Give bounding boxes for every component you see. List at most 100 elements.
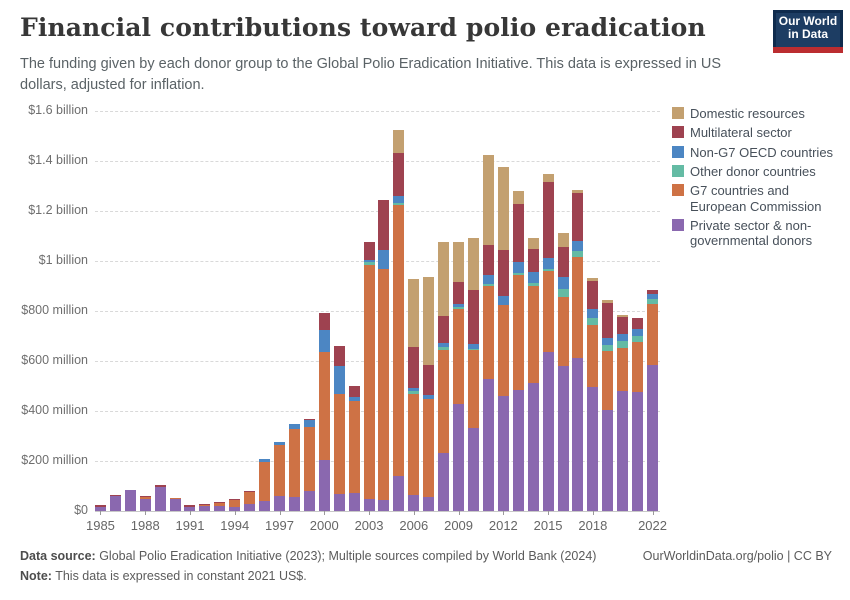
bar-2010-segment[interactable]	[467, 290, 479, 345]
bar-2015-segment[interactable]	[542, 352, 554, 511]
bar-2010-segment[interactable]	[467, 238, 479, 291]
bar-2022-segment[interactable]	[647, 304, 659, 365]
bar-2017-segment[interactable]	[572, 190, 584, 193]
bar-2015-segment[interactable]	[542, 268, 554, 271]
bar-2007-segment[interactable]	[423, 497, 435, 511]
bar-2015-segment[interactable]	[542, 182, 554, 258]
bar-2019-segment[interactable]	[602, 344, 614, 351]
bar-2007-segment[interactable]	[423, 364, 435, 395]
bar-2007-segment[interactable]	[423, 277, 435, 365]
owid-logo[interactable]: Our World in Data	[773, 10, 843, 53]
bar-2004-segment[interactable]	[378, 249, 390, 269]
bar-2021-segment[interactable]	[632, 392, 644, 511]
bar-2017-segment[interactable]	[572, 251, 584, 257]
bar-2017-segment[interactable]	[572, 192, 584, 241]
bar-1992-segment[interactable]	[199, 503, 211, 505]
bar-2002-segment[interactable]	[348, 397, 360, 401]
bar-1986-segment[interactable]	[109, 496, 121, 511]
bar-2019-segment[interactable]	[602, 303, 614, 339]
bar-2012-segment[interactable]	[497, 250, 509, 296]
bar-2000-segment[interactable]	[318, 352, 330, 461]
bar-1991-segment[interactable]	[184, 506, 196, 511]
bar-2018-segment[interactable]	[587, 387, 599, 511]
bar-2008-segment[interactable]	[438, 453, 450, 511]
bar-2001-segment[interactable]	[333, 393, 345, 494]
bar-2020-segment[interactable]	[617, 347, 629, 391]
bar-2003-segment[interactable]	[363, 259, 375, 263]
bar-1996-segment[interactable]	[259, 501, 271, 511]
bar-1998-segment[interactable]	[288, 497, 300, 511]
bar-2008-segment[interactable]	[438, 349, 450, 453]
bar-2022-segment[interactable]	[647, 293, 659, 299]
bar-2007-segment[interactable]	[423, 394, 435, 399]
bar-2014-segment[interactable]	[527, 382, 539, 511]
bar-2016-segment[interactable]	[557, 366, 569, 511]
bar-1999-segment[interactable]	[303, 418, 315, 420]
bar-2016-segment[interactable]	[557, 297, 569, 366]
bar-2006-segment[interactable]	[408, 388, 420, 392]
bar-1993-segment[interactable]	[214, 503, 226, 506]
bar-2009-segment[interactable]	[453, 242, 465, 283]
bar-2005-segment[interactable]	[393, 205, 405, 477]
bar-2019-segment[interactable]	[602, 351, 614, 410]
bar-2013-segment[interactable]	[512, 390, 524, 511]
bar-1994-segment[interactable]	[229, 498, 241, 500]
bar-2020-segment[interactable]	[617, 334, 629, 341]
bar-1996-segment[interactable]	[259, 458, 271, 462]
bar-1997-segment[interactable]	[274, 444, 285, 496]
bar-2013-segment[interactable]	[512, 275, 524, 390]
bar-2012-segment[interactable]	[497, 296, 509, 305]
bar-1990-segment[interactable]	[169, 498, 181, 500]
bar-2006-segment[interactable]	[408, 495, 420, 511]
bar-2015-segment[interactable]	[542, 257, 554, 269]
bar-2006-segment[interactable]	[408, 347, 420, 388]
bar-1991-segment[interactable]	[184, 504, 196, 507]
bar-2001-segment[interactable]	[333, 493, 345, 511]
legend-item[interactable]: Private sector & non-governmental donors	[672, 218, 848, 249]
bar-1985-segment[interactable]	[94, 505, 106, 508]
bar-2021-segment[interactable]	[632, 336, 644, 342]
bar-2004-segment[interactable]	[378, 269, 390, 500]
bar-2005-segment[interactable]	[393, 153, 405, 197]
bar-2017-segment[interactable]	[572, 358, 584, 511]
bar-2010-segment[interactable]	[467, 349, 479, 351]
bar-2010-segment[interactable]	[467, 344, 479, 349]
bar-2014-segment[interactable]	[527, 282, 539, 287]
bar-2021-segment[interactable]	[632, 329, 644, 336]
bar-1989-segment[interactable]	[154, 486, 166, 511]
bar-2010-segment[interactable]	[467, 350, 479, 429]
bar-2020-segment[interactable]	[617, 315, 629, 317]
bar-2000-segment[interactable]	[318, 460, 330, 511]
bar-1988-segment[interactable]	[139, 498, 151, 511]
bar-2022-segment[interactable]	[647, 365, 659, 511]
legend-item[interactable]: Domestic resources	[672, 106, 848, 121]
bar-2018-segment[interactable]	[587, 280, 599, 310]
bar-2002-segment[interactable]	[348, 400, 360, 493]
legend-item[interactable]: Other donor countries	[672, 164, 848, 179]
bar-2006-segment[interactable]	[408, 279, 420, 347]
bar-1990-segment[interactable]	[169, 499, 181, 511]
bar-2007-segment[interactable]	[423, 399, 435, 498]
bar-2005-segment[interactable]	[393, 476, 405, 511]
bar-2013-segment[interactable]	[512, 262, 524, 273]
bar-2001-segment[interactable]	[333, 365, 345, 394]
bar-2022-segment[interactable]	[647, 290, 659, 294]
legend-item[interactable]: Multilateral sector	[672, 125, 848, 140]
bar-2013-segment[interactable]	[512, 191, 524, 204]
bar-1999-segment[interactable]	[303, 491, 315, 511]
bar-2018-segment[interactable]	[587, 309, 599, 319]
bar-2012-segment[interactable]	[497, 396, 509, 511]
bar-2003-segment[interactable]	[363, 498, 375, 511]
bar-2017-segment[interactable]	[572, 241, 584, 251]
bar-1999-segment[interactable]	[303, 419, 315, 427]
bar-2008-segment[interactable]	[438, 242, 450, 316]
bar-2006-segment[interactable]	[408, 393, 420, 496]
bar-2003-segment[interactable]	[363, 264, 375, 499]
bar-2005-segment[interactable]	[393, 196, 405, 204]
bar-2011-segment[interactable]	[482, 283, 494, 287]
bar-2003-segment[interactable]	[363, 262, 375, 265]
legend-item[interactable]: G7 countries and European Commission	[672, 183, 848, 214]
bar-2011-segment[interactable]	[482, 245, 494, 276]
bar-2014-segment[interactable]	[527, 237, 539, 250]
bar-2009-segment[interactable]	[453, 282, 465, 304]
